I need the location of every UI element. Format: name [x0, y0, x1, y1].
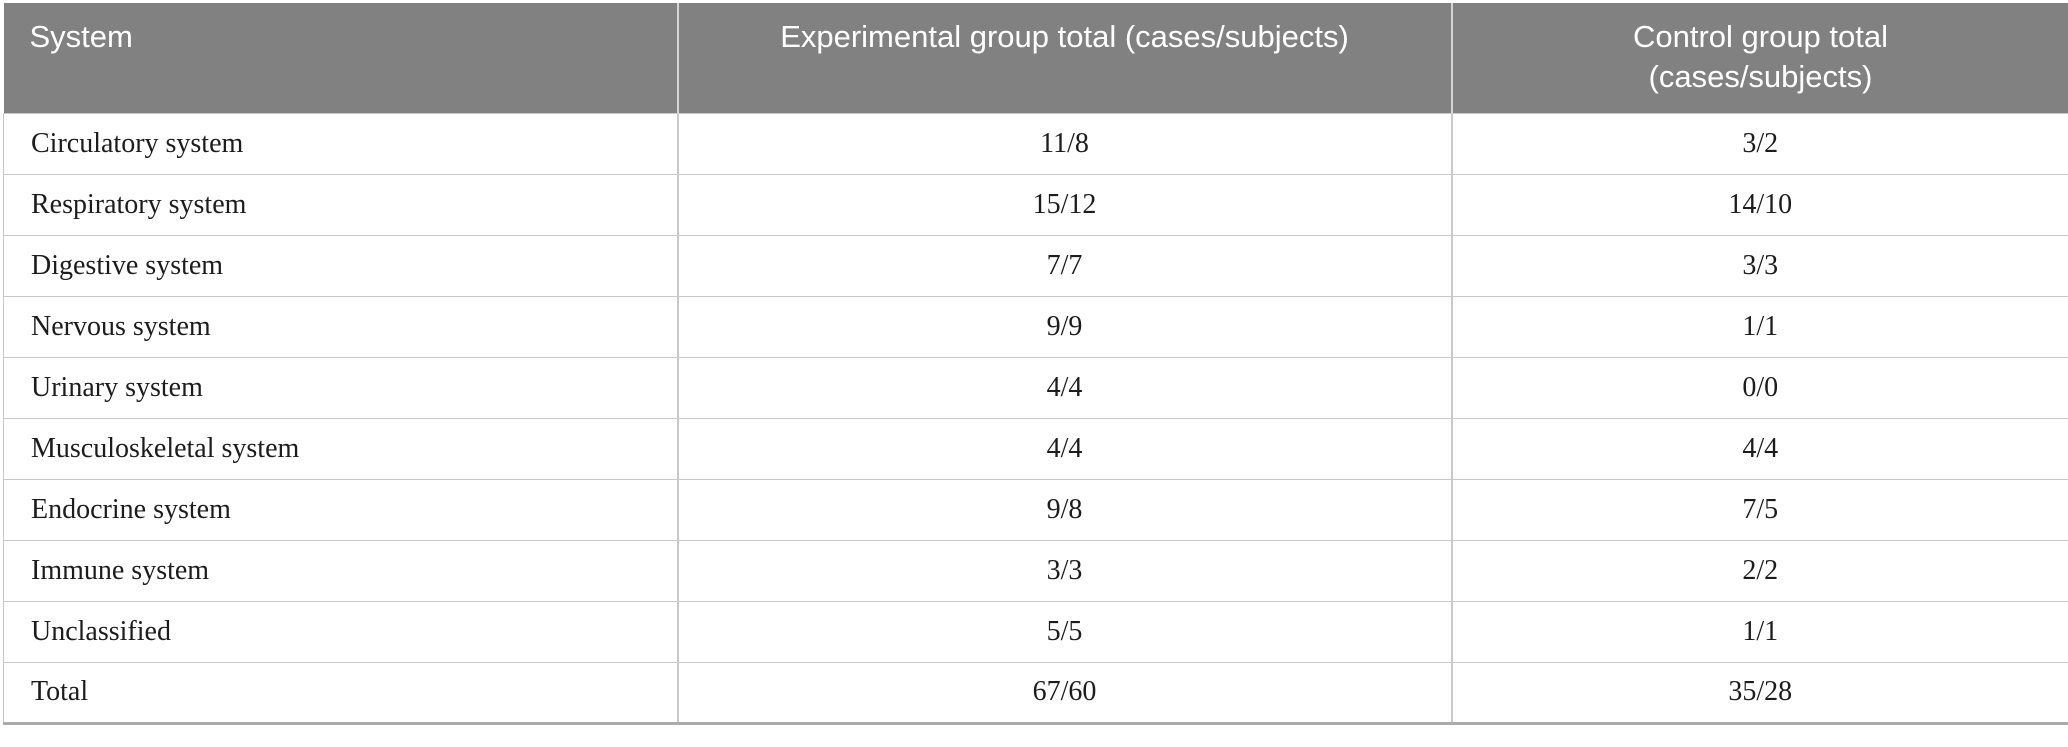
table-row: Immune system 3/3 2/2: [3, 539, 2068, 601]
cell-control: 0/0: [1450, 356, 2068, 418]
cell-control: 7/5: [1450, 478, 2068, 540]
table-row: Endocrine system 9/8 7/5: [3, 478, 2068, 540]
cell-control: 1/1: [1450, 600, 2068, 662]
cell-system: Nervous system: [3, 295, 678, 357]
cell-experimental: 7/7: [676, 234, 1452, 296]
column-header-label: Experimental group total (cases/subjects…: [780, 19, 1349, 54]
table-body: Circulatory system 11/8 3/2 Respiratory sys…: [3, 112, 2068, 725]
table-row: Musculoskeletal system 4/4 4/4: [3, 417, 2068, 479]
cell-control: 4/4: [1450, 417, 2068, 479]
column-header-label: Control group total (cases/subjects): [1632, 19, 1889, 94]
cell-system: Immune system: [3, 539, 678, 601]
cell-system: Unclassified: [3, 600, 678, 662]
summary-table: System Experimental group total (cases/su…: [3, 3, 2068, 725]
cell-control: 3/3: [1450, 234, 2068, 296]
cell-experimental: 67/60: [676, 661, 1452, 725]
column-header-experimental: Experimental group total (cases/subjects…: [676, 3, 1452, 113]
cell-experimental: 15/12: [676, 173, 1452, 235]
cell-system: Respiratory system: [3, 173, 678, 235]
cell-control: 35/28: [1450, 661, 2068, 725]
table-row: Digestive system 7/7 3/3: [3, 234, 2068, 296]
cell-system: Endocrine system: [3, 478, 678, 540]
cell-control: 14/10: [1450, 173, 2068, 235]
cell-experimental: 4/4: [676, 356, 1452, 418]
cell-system: Urinary system: [3, 356, 678, 418]
table-row: Nervous system 9/9 1/1: [3, 295, 2068, 357]
cell-experimental: 5/5: [676, 600, 1452, 662]
cell-system: Total: [3, 661, 678, 725]
cell-system: Circulatory system: [3, 112, 678, 174]
cell-experimental: 3/3: [676, 539, 1452, 601]
cell-experimental: 11/8: [676, 112, 1452, 174]
column-header-system: System: [3, 3, 678, 113]
cell-system: Digestive system: [3, 234, 678, 296]
table-row: Total 67/60 35/28: [3, 661, 2068, 725]
cell-control: 2/2: [1450, 539, 2068, 601]
cell-experimental: 9/8: [676, 478, 1452, 540]
table-header: System Experimental group total (cases/su…: [3, 3, 2068, 113]
cell-system: Musculoskeletal system: [3, 417, 678, 479]
header-row: System Experimental group total (cases/su…: [3, 3, 2068, 113]
column-header-control: Control group total (cases/subjects): [1450, 3, 2068, 113]
table-row: Circulatory system 11/8 3/2: [3, 112, 2068, 174]
column-header-label: System: [29, 19, 133, 54]
cell-experimental: 9/9: [676, 295, 1452, 357]
cell-control: 3/2: [1450, 112, 2068, 174]
table-row: Urinary system 4/4 0/0: [3, 356, 2068, 418]
cell-control: 1/1: [1450, 295, 2068, 357]
table-row: Unclassified 5/5 1/1: [3, 600, 2068, 662]
cell-experimental: 4/4: [676, 417, 1452, 479]
table-row: Respiratory system 15/12 14/10: [3, 173, 2068, 235]
